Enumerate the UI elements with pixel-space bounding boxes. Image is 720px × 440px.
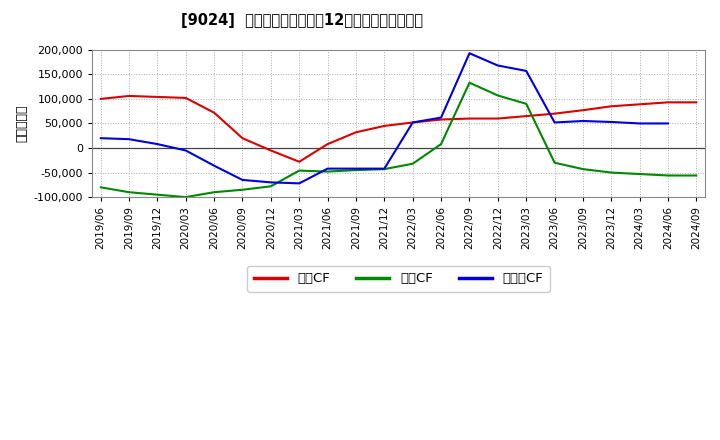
フリーCF	[181, 148, 190, 153]
投資CF	[181, 194, 190, 200]
営業CF	[295, 159, 304, 165]
営業CF	[692, 100, 701, 105]
営業CF	[210, 110, 218, 115]
投資CF	[210, 190, 218, 195]
フリーCF	[153, 141, 162, 147]
営業CF	[522, 114, 531, 119]
投資CF	[380, 166, 389, 172]
フリーCF	[550, 120, 559, 125]
営業CF	[579, 107, 588, 113]
Line: フリーCF: フリーCF	[101, 53, 668, 183]
フリーCF	[664, 121, 672, 126]
営業CF	[125, 93, 133, 99]
フリーCF	[96, 136, 105, 141]
営業CF	[607, 104, 616, 109]
投資CF	[664, 173, 672, 178]
投資CF	[437, 141, 446, 147]
投資CF	[238, 187, 247, 192]
営業CF	[96, 96, 105, 102]
投資CF	[125, 190, 133, 195]
投資CF	[579, 166, 588, 172]
フリーCF	[380, 166, 389, 171]
フリーCF	[408, 120, 417, 125]
Legend: 営業CF, 投資CF, フリーCF: 営業CF, 投資CF, フリーCF	[247, 266, 550, 292]
営業CF	[380, 123, 389, 128]
フリーCF	[579, 118, 588, 124]
投資CF	[636, 172, 644, 177]
フリーCF	[210, 163, 218, 169]
営業CF	[437, 117, 446, 122]
営業CF	[493, 116, 502, 121]
フリーCF	[522, 68, 531, 73]
Line: 投資CF: 投資CF	[101, 83, 696, 197]
フリーCF	[465, 51, 474, 56]
投資CF	[550, 160, 559, 165]
投資CF	[323, 169, 332, 174]
フリーCF	[266, 180, 275, 185]
フリーCF	[238, 177, 247, 183]
営業CF	[323, 141, 332, 147]
営業CF	[351, 130, 360, 135]
投資CF	[266, 183, 275, 189]
投資CF	[96, 185, 105, 190]
フリーCF	[636, 121, 644, 126]
フリーCF	[295, 181, 304, 186]
投資CF	[607, 170, 616, 175]
フリーCF	[351, 166, 360, 171]
投資CF	[295, 168, 304, 173]
投資CF	[465, 80, 474, 85]
Y-axis label: （百万円）: （百万円）	[15, 105, 28, 142]
営業CF	[153, 94, 162, 99]
営業CF	[181, 95, 190, 101]
営業CF	[664, 100, 672, 105]
営業CF	[408, 120, 417, 125]
フリーCF	[607, 119, 616, 125]
フリーCF	[493, 63, 502, 68]
フリーCF	[323, 166, 332, 171]
投資CF	[408, 161, 417, 166]
投資CF	[153, 192, 162, 197]
投資CF	[522, 101, 531, 106]
投資CF	[493, 93, 502, 98]
営業CF	[636, 102, 644, 107]
営業CF	[550, 111, 559, 116]
フリーCF	[437, 115, 446, 120]
フリーCF	[125, 136, 133, 142]
Line: 営業CF: 営業CF	[101, 96, 696, 162]
営業CF	[238, 136, 247, 141]
投資CF	[351, 168, 360, 173]
営業CF	[266, 148, 275, 153]
営業CF	[465, 116, 474, 121]
投資CF	[692, 173, 701, 178]
Text: [9024]  キャッシュフローの12か月移動合計の推移: [9024] キャッシュフローの12か月移動合計の推移	[181, 13, 423, 28]
